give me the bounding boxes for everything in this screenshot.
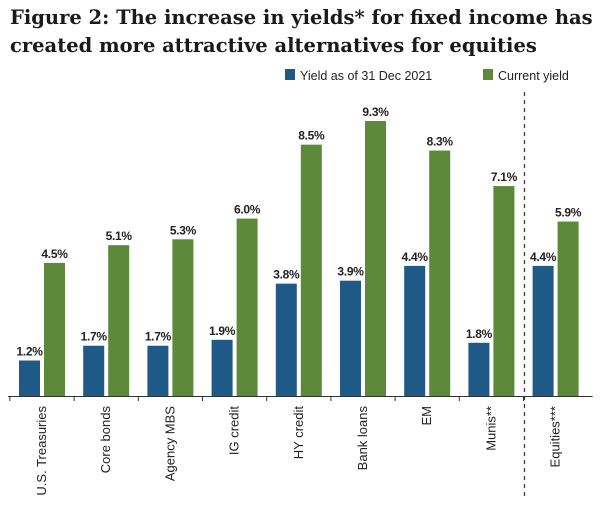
chart-title: Figure 2: The increase in yields* for fi… [10, 6, 593, 57]
bar-s1-9 [532, 265, 554, 396]
bar-s2-5 [300, 144, 322, 396]
bar-s2-2 [108, 245, 130, 396]
category-label-5: HY credit [291, 406, 306, 460]
bar-s1-1 [19, 360, 40, 396]
bar-s1-6 [340, 280, 361, 396]
category-label-1: U.S. Treasuries [34, 406, 49, 496]
bar-s2-8 [493, 186, 515, 396]
data-label-s1-4: 1.9% [209, 324, 236, 338]
bar-s1-5 [275, 283, 297, 396]
bar-s1-7 [404, 265, 426, 396]
bar-s1-4 [211, 339, 233, 396]
data-label-s2-8: 7.1% [491, 170, 518, 184]
category-label-6: Bank loans [355, 406, 370, 471]
bar-s1-8 [468, 342, 490, 396]
bar-s2-6 [365, 121, 386, 396]
bar-s2-4 [236, 218, 258, 396]
data-label-s1-6: 3.9% [337, 265, 364, 279]
data-label-s1-9: 4.4% [530, 250, 557, 264]
data-label-s1-7: 4.4% [402, 250, 429, 264]
data-label-s2-9: 5.9% [555, 206, 582, 220]
legend-swatch-1 [285, 69, 295, 80]
data-label-s2-4: 6.0% [234, 203, 261, 217]
data-label-s1-5: 3.8% [273, 268, 300, 282]
bar-s2-3 [172, 239, 194, 396]
legend-label-2: Current yield [498, 69, 569, 83]
data-label-s1-8: 1.8% [466, 327, 493, 341]
data-label-s2-6: 9.3% [362, 105, 389, 119]
data-label-s2-7: 8.3% [427, 135, 454, 149]
bar-s2-7 [429, 150, 451, 396]
legend-label-1: Yield as of 31 Dec 2021 [300, 69, 432, 83]
category-label-8: Munis** [483, 406, 498, 451]
category-label-3: Agency MBS [162, 406, 177, 481]
data-label-s1-2: 1.7% [81, 330, 108, 344]
data-label-s1-3: 1.7% [145, 330, 172, 344]
legend-swatch-2 [483, 69, 493, 80]
category-label-9: Equities*** [548, 406, 563, 467]
data-label-s2-3: 5.3% [170, 223, 197, 237]
data-label-s2-2: 5.1% [106, 229, 133, 243]
category-label-7: EM [419, 406, 434, 426]
category-label-4: IG credit [227, 406, 242, 456]
data-label-s1-1: 1.2% [16, 345, 43, 359]
bar-s1-2 [83, 345, 105, 396]
data-label-s2-5: 8.5% [298, 129, 325, 143]
bar-s2-9 [557, 221, 579, 396]
category-label-2: Core bonds [98, 406, 113, 474]
bar-s1-3 [147, 345, 169, 396]
bar-s2-1 [44, 262, 65, 396]
data-label-s2-1: 4.5% [41, 247, 68, 261]
